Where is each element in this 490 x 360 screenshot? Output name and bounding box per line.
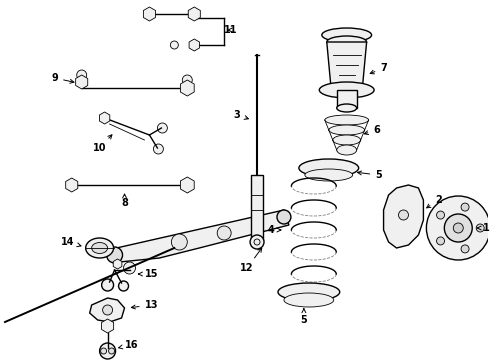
Ellipse shape bbox=[333, 135, 361, 145]
Polygon shape bbox=[188, 7, 200, 21]
Circle shape bbox=[250, 235, 264, 249]
Circle shape bbox=[119, 281, 128, 291]
Ellipse shape bbox=[322, 28, 371, 42]
Text: 14: 14 bbox=[61, 237, 81, 247]
Ellipse shape bbox=[305, 169, 353, 181]
Ellipse shape bbox=[284, 293, 334, 307]
Text: 13: 13 bbox=[131, 300, 158, 310]
Text: 4: 4 bbox=[268, 225, 281, 235]
Circle shape bbox=[437, 237, 444, 245]
Polygon shape bbox=[99, 112, 110, 124]
Text: 16: 16 bbox=[119, 340, 138, 350]
Circle shape bbox=[172, 234, 187, 250]
Text: 2: 2 bbox=[427, 195, 442, 208]
Circle shape bbox=[437, 211, 444, 219]
Circle shape bbox=[254, 239, 260, 245]
Text: 8: 8 bbox=[121, 194, 128, 208]
Circle shape bbox=[101, 279, 114, 291]
Text: 3: 3 bbox=[234, 110, 248, 120]
Text: 5: 5 bbox=[358, 170, 382, 180]
Polygon shape bbox=[108, 210, 289, 262]
Text: 1: 1 bbox=[477, 223, 490, 233]
Circle shape bbox=[153, 144, 163, 154]
Text: 12: 12 bbox=[240, 248, 262, 273]
Text: 15: 15 bbox=[139, 269, 158, 279]
Circle shape bbox=[398, 210, 409, 220]
Polygon shape bbox=[180, 177, 194, 193]
Circle shape bbox=[476, 224, 484, 232]
Circle shape bbox=[171, 41, 178, 49]
Ellipse shape bbox=[329, 125, 365, 135]
Polygon shape bbox=[113, 259, 122, 269]
Text: 5: 5 bbox=[300, 309, 307, 325]
Ellipse shape bbox=[337, 145, 357, 155]
Circle shape bbox=[444, 214, 472, 242]
Text: 9: 9 bbox=[51, 73, 74, 83]
Ellipse shape bbox=[86, 238, 114, 258]
Bar bbox=[251, 175, 263, 240]
Ellipse shape bbox=[92, 243, 108, 253]
Circle shape bbox=[182, 75, 192, 85]
Bar bbox=[337, 90, 357, 108]
Polygon shape bbox=[180, 80, 194, 96]
Ellipse shape bbox=[327, 36, 367, 48]
Circle shape bbox=[157, 123, 168, 133]
Circle shape bbox=[107, 247, 122, 263]
Circle shape bbox=[77, 70, 87, 80]
Circle shape bbox=[426, 196, 490, 260]
Polygon shape bbox=[66, 178, 78, 192]
Ellipse shape bbox=[337, 104, 357, 112]
Text: 10: 10 bbox=[93, 135, 112, 153]
Ellipse shape bbox=[325, 115, 368, 125]
Text: 7: 7 bbox=[370, 63, 387, 74]
Polygon shape bbox=[101, 319, 114, 333]
Circle shape bbox=[277, 210, 291, 224]
Circle shape bbox=[123, 262, 136, 274]
Polygon shape bbox=[327, 42, 367, 90]
Polygon shape bbox=[90, 298, 124, 322]
Text: 11: 11 bbox=[224, 25, 238, 35]
Circle shape bbox=[100, 348, 107, 354]
Text: 6: 6 bbox=[365, 125, 380, 135]
Circle shape bbox=[102, 305, 113, 315]
Polygon shape bbox=[75, 75, 88, 89]
Circle shape bbox=[217, 226, 231, 240]
Polygon shape bbox=[144, 7, 155, 21]
Circle shape bbox=[461, 245, 469, 253]
Ellipse shape bbox=[299, 159, 359, 177]
Circle shape bbox=[99, 343, 116, 359]
Ellipse shape bbox=[319, 82, 374, 98]
Circle shape bbox=[109, 348, 115, 354]
Circle shape bbox=[453, 223, 463, 233]
Polygon shape bbox=[384, 185, 423, 248]
Circle shape bbox=[461, 203, 469, 211]
Polygon shape bbox=[189, 39, 199, 51]
Ellipse shape bbox=[278, 283, 340, 301]
